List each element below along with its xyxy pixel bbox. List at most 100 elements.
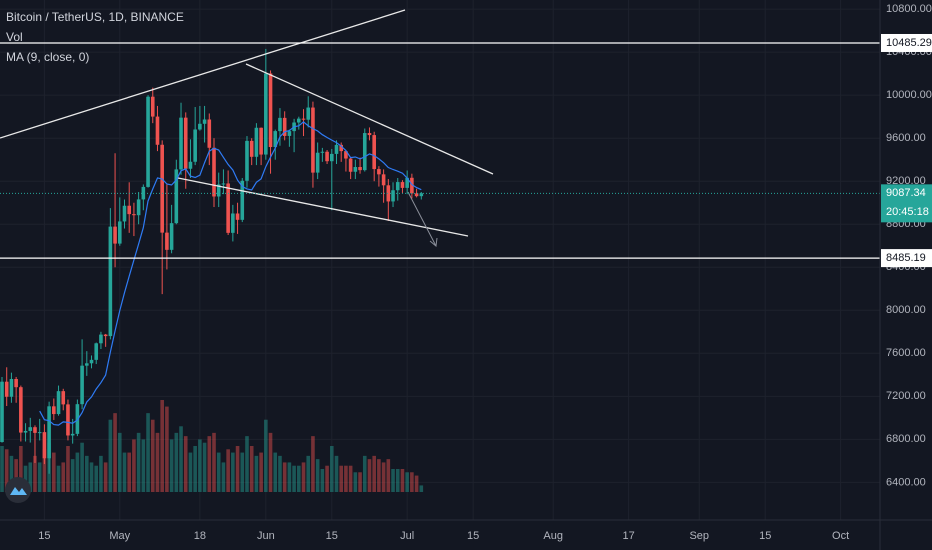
volume-bar — [169, 439, 174, 492]
candle-body — [240, 180, 245, 220]
volume-bar — [216, 452, 221, 492]
volume-bar — [339, 465, 344, 492]
volume-bar — [419, 485, 424, 492]
candle-body — [414, 193, 419, 197]
candle-body — [99, 334, 103, 344]
candle-body — [160, 144, 164, 233]
candle-body — [89, 359, 94, 364]
candle-body — [268, 73, 273, 148]
volume-bar — [37, 462, 42, 492]
volume-bar — [56, 465, 61, 492]
candle-body — [146, 96, 150, 187]
trend-line — [245, 63, 494, 175]
volume-bar — [52, 452, 56, 492]
volume-bar — [386, 459, 391, 492]
volume-bar — [198, 439, 202, 492]
x-tick-label: Oct — [832, 530, 849, 542]
volume-bar — [358, 472, 362, 492]
candle-body — [325, 151, 329, 162]
candle-body — [334, 144, 339, 154]
candle-body — [358, 167, 362, 171]
volume-bar — [381, 462, 386, 492]
volume-bar — [85, 455, 89, 492]
countdown-label: 20:45:18 — [886, 206, 929, 218]
volume-bar — [344, 465, 348, 492]
volume-bar — [136, 432, 141, 492]
level-label-box — [881, 249, 932, 268]
y-tick-label: 6800.00 — [886, 433, 926, 445]
candle-body — [9, 379, 14, 397]
candle-body — [344, 151, 348, 159]
volume-bar — [287, 462, 292, 492]
volume-bar — [80, 442, 84, 492]
candle-body — [42, 432, 47, 459]
volume-bar — [240, 452, 245, 492]
volume-bar — [207, 436, 212, 492]
candle-body — [386, 185, 391, 202]
candle-body — [165, 232, 169, 250]
candle-body — [329, 153, 334, 162]
candle-body — [169, 223, 174, 250]
volume-bar — [306, 455, 311, 492]
candle-body — [311, 107, 315, 173]
x-tick-label: 17 — [622, 530, 634, 542]
volume-bar — [367, 459, 372, 492]
trend-line — [0, 9, 406, 139]
volume-bar — [235, 446, 240, 492]
candle-body — [221, 183, 226, 185]
candle-body — [113, 226, 117, 244]
x-tick-label: Aug — [543, 530, 563, 542]
volume-bar — [221, 462, 226, 492]
volume-bar — [122, 452, 127, 492]
volume-bar — [61, 462, 66, 492]
candle-body — [297, 118, 301, 123]
volume-bar — [9, 455, 14, 492]
candle-body — [419, 193, 424, 197]
volume-bar — [249, 446, 254, 492]
candle-body — [47, 406, 51, 459]
x-tick-label: 18 — [194, 530, 206, 542]
logo-circle — [5, 477, 31, 503]
candle-body — [28, 427, 33, 431]
volume-bar — [264, 419, 268, 492]
volume-bar — [113, 413, 117, 492]
volume-bar — [33, 455, 37, 492]
volume-bar — [353, 472, 358, 492]
volume-bar — [334, 455, 339, 492]
x-tick-label: 15 — [38, 530, 50, 542]
level-label: 8485.19 — [886, 252, 926, 264]
candle-body — [367, 133, 372, 136]
ma-legend: MA (9, close, 0) — [6, 50, 89, 64]
candle-body — [136, 199, 141, 216]
volume-bar — [202, 442, 207, 492]
y-tick-label: 8000.00 — [886, 304, 926, 316]
candle-body — [381, 174, 386, 186]
volume-bar — [132, 439, 136, 492]
candle-body — [226, 183, 230, 233]
chart-title: Bitcoin / TetherUS, 1D, BINANCE — [6, 10, 184, 24]
logo — [5, 477, 31, 503]
candle-body — [183, 117, 188, 169]
volume-bar — [141, 439, 146, 492]
x-tick-label: Jul — [400, 530, 414, 542]
candle-body — [315, 152, 320, 173]
candle-body — [52, 406, 56, 415]
volume-bar — [400, 469, 405, 492]
volume-bar — [174, 432, 179, 492]
volume-bar — [212, 432, 216, 492]
volume-bar — [70, 459, 75, 492]
candle-body — [61, 391, 66, 405]
candle-body — [188, 161, 193, 169]
candle-body — [235, 213, 240, 220]
candle-body — [301, 118, 306, 120]
candle-body — [212, 147, 216, 197]
candle-body — [372, 135, 376, 170]
volume-bar — [282, 462, 287, 492]
candle-body — [94, 343, 99, 360]
volume-legend: Vol — [6, 30, 23, 44]
volume-bar — [99, 455, 103, 492]
volume-bar — [325, 465, 329, 492]
volume-bar — [273, 452, 278, 492]
candle-body — [56, 391, 61, 415]
